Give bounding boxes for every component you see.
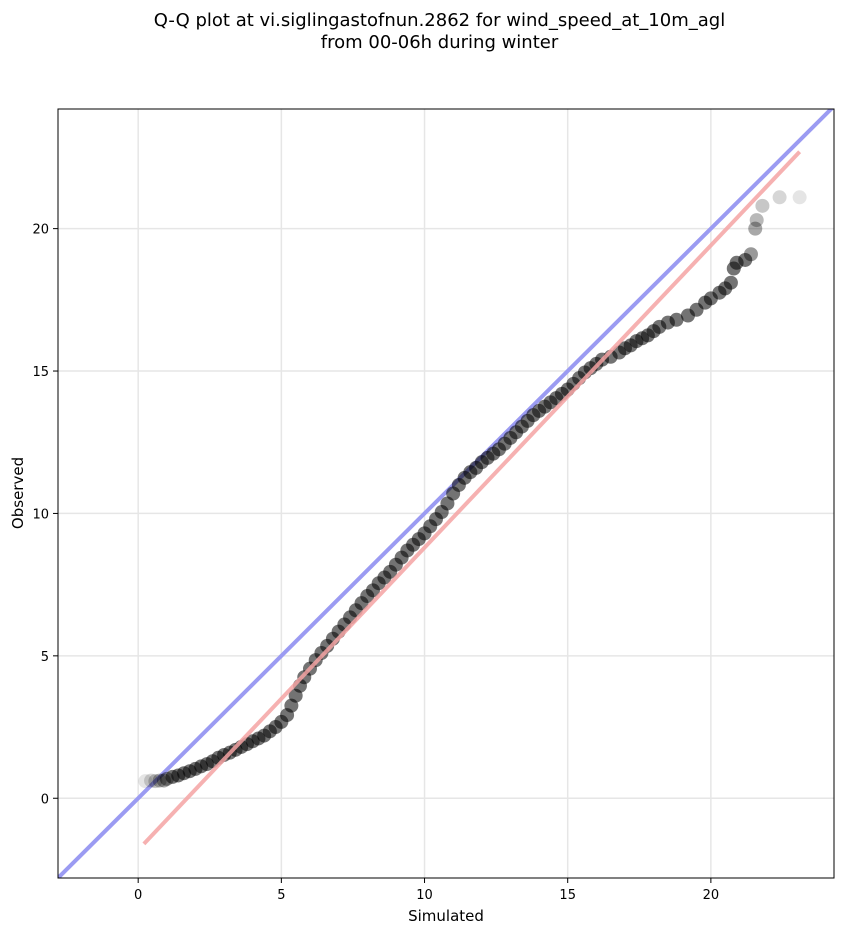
x-tick-label: 15 xyxy=(559,888,576,903)
data-point xyxy=(152,773,167,788)
data-point xyxy=(144,773,159,788)
identity-line xyxy=(58,109,834,878)
x-tick-label: 10 xyxy=(416,888,433,903)
data-point xyxy=(669,312,684,327)
data-point xyxy=(738,252,753,267)
data-point xyxy=(748,221,763,236)
reference-lines xyxy=(58,109,834,878)
grid-lines xyxy=(58,109,834,878)
data-point xyxy=(755,198,770,213)
y-tick-label: 20 xyxy=(32,223,49,238)
fit-line-group xyxy=(142,150,802,846)
x-tick-label: 5 xyxy=(277,888,285,903)
chart-title: Q-Q plot at vi.siglingastofnun.2862 for … xyxy=(0,10,843,54)
y-tick-label: 5 xyxy=(41,650,49,665)
data-point xyxy=(148,774,163,789)
y-tick-label: 0 xyxy=(41,792,49,807)
y-tick-label: 10 xyxy=(32,507,49,522)
fit-line xyxy=(142,150,802,846)
y-axis-label: Observed xyxy=(9,457,27,529)
chart-title-line-2: from 00-06h during winter xyxy=(320,32,559,53)
data-point xyxy=(792,190,807,205)
data-point xyxy=(723,275,738,290)
data-point xyxy=(743,247,758,262)
plot-frame xyxy=(57,108,835,879)
x-tick-label: 20 xyxy=(703,888,720,903)
x-tick-label: 0 xyxy=(134,888,142,903)
chart-title-line-1: Q-Q plot at vi.siglingastofnun.2862 for … xyxy=(153,10,726,31)
x-axis-label: Simulated xyxy=(408,907,484,925)
axis-ticks: 0 5 10 15 20 0 5 10 15 20 xyxy=(32,223,719,903)
data-point xyxy=(138,774,153,789)
data-point xyxy=(749,213,764,228)
data-point xyxy=(772,190,787,205)
y-tick-label: 15 xyxy=(32,365,49,380)
